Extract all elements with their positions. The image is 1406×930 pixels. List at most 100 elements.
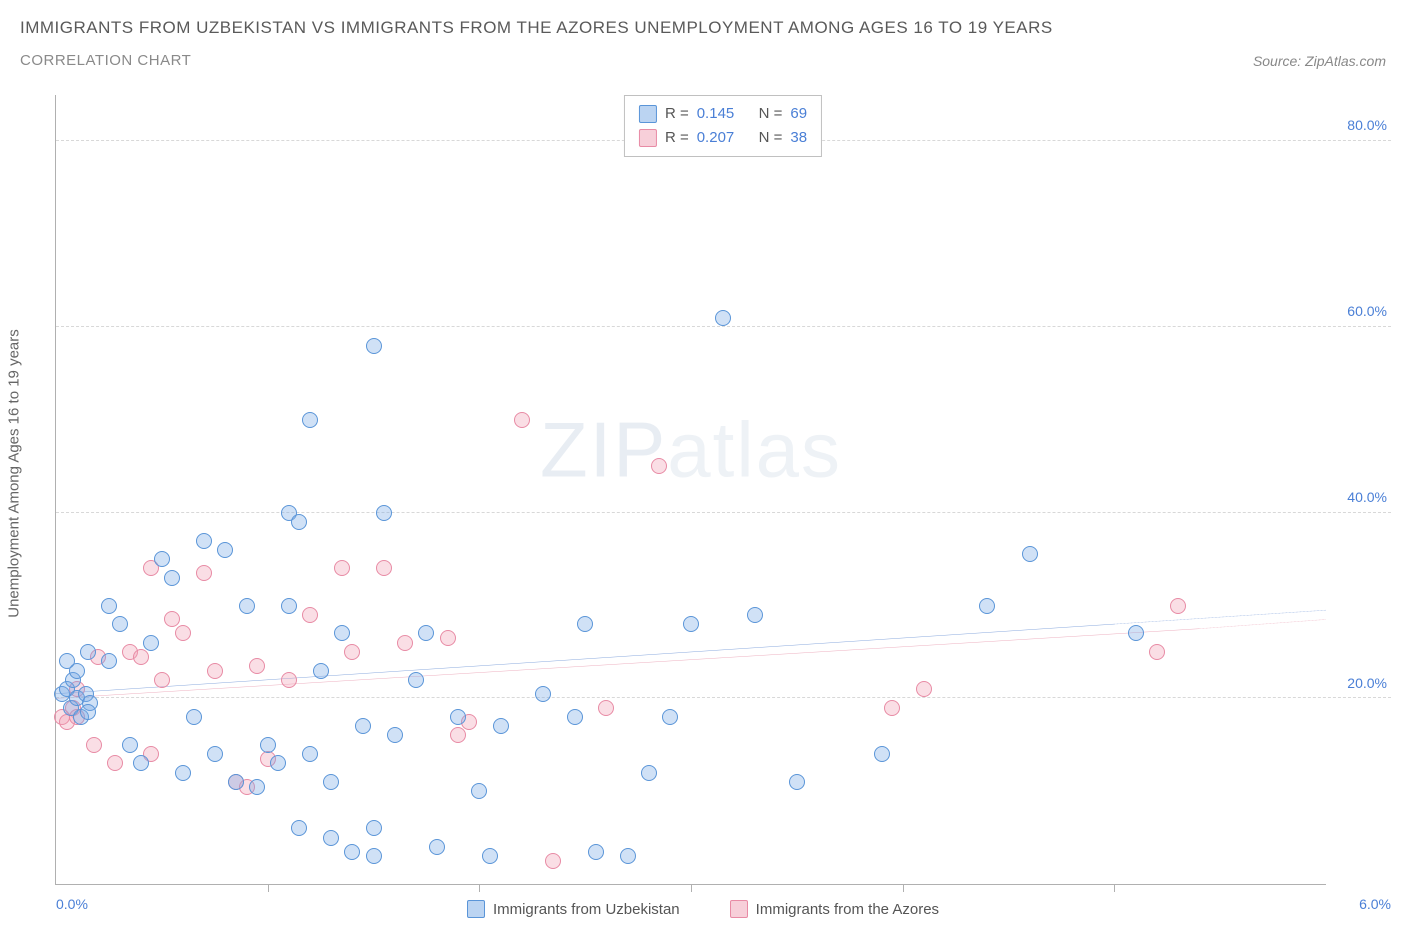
chart-area: ZIPatlas 0.0%6.0% R = 0.145 N = 69 R = 0… bbox=[55, 95, 1391, 885]
data-point bbox=[493, 718, 509, 734]
data-point bbox=[1149, 644, 1165, 660]
data-point bbox=[196, 533, 212, 549]
data-point bbox=[112, 616, 128, 632]
data-point bbox=[418, 625, 434, 641]
data-point bbox=[545, 853, 561, 869]
data-point bbox=[344, 644, 360, 660]
data-point bbox=[133, 649, 149, 665]
data-point bbox=[683, 616, 699, 632]
data-point bbox=[535, 686, 551, 702]
data-point bbox=[59, 653, 75, 669]
data-point bbox=[302, 746, 318, 762]
data-point bbox=[207, 746, 223, 762]
data-point bbox=[662, 709, 678, 725]
data-point bbox=[482, 848, 498, 864]
legend-label: Immigrants from Uzbekistan bbox=[493, 901, 680, 918]
plot-region: ZIPatlas 0.0%6.0% bbox=[55, 95, 1326, 885]
legend-r-label: R = bbox=[665, 126, 689, 150]
data-point bbox=[323, 774, 339, 790]
data-point bbox=[979, 598, 995, 614]
data-point bbox=[916, 681, 932, 697]
data-point bbox=[186, 709, 202, 725]
legend-swatch bbox=[730, 900, 748, 918]
data-point bbox=[323, 830, 339, 846]
data-point bbox=[387, 727, 403, 743]
data-point bbox=[217, 542, 233, 558]
legend-row: R = 0.207 N = 38 bbox=[639, 126, 807, 150]
data-point bbox=[577, 616, 593, 632]
data-point bbox=[884, 700, 900, 716]
legend-r-value: 0.145 bbox=[697, 102, 735, 126]
data-point bbox=[302, 412, 318, 428]
data-point bbox=[302, 607, 318, 623]
correlation-legend: R = 0.145 N = 69 R = 0.207 N = 38 bbox=[624, 95, 822, 157]
data-point bbox=[440, 630, 456, 646]
data-point bbox=[620, 848, 636, 864]
legend-n-value: 38 bbox=[790, 126, 807, 150]
legend-label: Immigrants from the Azores bbox=[756, 901, 939, 918]
data-point bbox=[101, 598, 117, 614]
data-point bbox=[101, 653, 117, 669]
data-point bbox=[355, 718, 371, 734]
data-point bbox=[196, 565, 212, 581]
watermark: ZIPatlas bbox=[540, 405, 842, 496]
data-point bbox=[175, 765, 191, 781]
data-point bbox=[1170, 598, 1186, 614]
data-point bbox=[344, 844, 360, 860]
legend-swatch bbox=[639, 105, 657, 123]
data-point bbox=[1022, 546, 1038, 562]
data-point bbox=[651, 458, 667, 474]
data-point bbox=[281, 672, 297, 688]
data-point bbox=[281, 598, 297, 614]
data-point bbox=[107, 755, 123, 771]
data-point bbox=[122, 737, 138, 753]
data-point bbox=[450, 709, 466, 725]
data-point bbox=[429, 839, 445, 855]
data-point bbox=[175, 625, 191, 641]
y-tick-label: 20.0% bbox=[1347, 675, 1387, 691]
data-point bbox=[514, 412, 530, 428]
data-point bbox=[143, 635, 159, 651]
data-point bbox=[588, 844, 604, 860]
legend-item: Immigrants from Uzbekistan bbox=[467, 900, 680, 918]
data-point bbox=[291, 514, 307, 530]
legend-r-value: 0.207 bbox=[697, 126, 735, 150]
data-point bbox=[86, 737, 102, 753]
data-point bbox=[366, 848, 382, 864]
data-point bbox=[249, 658, 265, 674]
data-point bbox=[408, 672, 424, 688]
data-point bbox=[450, 727, 466, 743]
data-point bbox=[334, 625, 350, 641]
data-point bbox=[239, 598, 255, 614]
gridline bbox=[56, 326, 1391, 327]
x-tick bbox=[691, 884, 692, 892]
source-attribution: Source: ZipAtlas.com bbox=[1253, 53, 1386, 69]
data-point bbox=[366, 820, 382, 836]
data-point bbox=[133, 755, 149, 771]
data-point bbox=[313, 663, 329, 679]
data-point bbox=[80, 644, 96, 660]
data-point bbox=[641, 765, 657, 781]
data-point bbox=[567, 709, 583, 725]
data-point bbox=[291, 820, 307, 836]
data-point bbox=[270, 755, 286, 771]
data-point bbox=[598, 700, 614, 716]
x-tick bbox=[1114, 884, 1115, 892]
data-point bbox=[207, 663, 223, 679]
y-axis-label: Unemployment Among Ages 16 to 19 years bbox=[6, 329, 23, 618]
data-point bbox=[376, 505, 392, 521]
data-point bbox=[334, 560, 350, 576]
data-point bbox=[715, 310, 731, 326]
data-point bbox=[789, 774, 805, 790]
y-tick-label: 80.0% bbox=[1347, 117, 1387, 133]
x-tick bbox=[268, 884, 269, 892]
data-point bbox=[164, 611, 180, 627]
data-point bbox=[80, 704, 96, 720]
data-point bbox=[471, 783, 487, 799]
x-tick bbox=[479, 884, 480, 892]
y-tick-label: 60.0% bbox=[1347, 303, 1387, 319]
chart-title: IMMIGRANTS FROM UZBEKISTAN VS IMMIGRANTS… bbox=[20, 18, 1053, 38]
legend-item: Immigrants from the Azores bbox=[730, 900, 939, 918]
trend-lines bbox=[56, 95, 1326, 884]
legend-row: R = 0.145 N = 69 bbox=[639, 102, 807, 126]
